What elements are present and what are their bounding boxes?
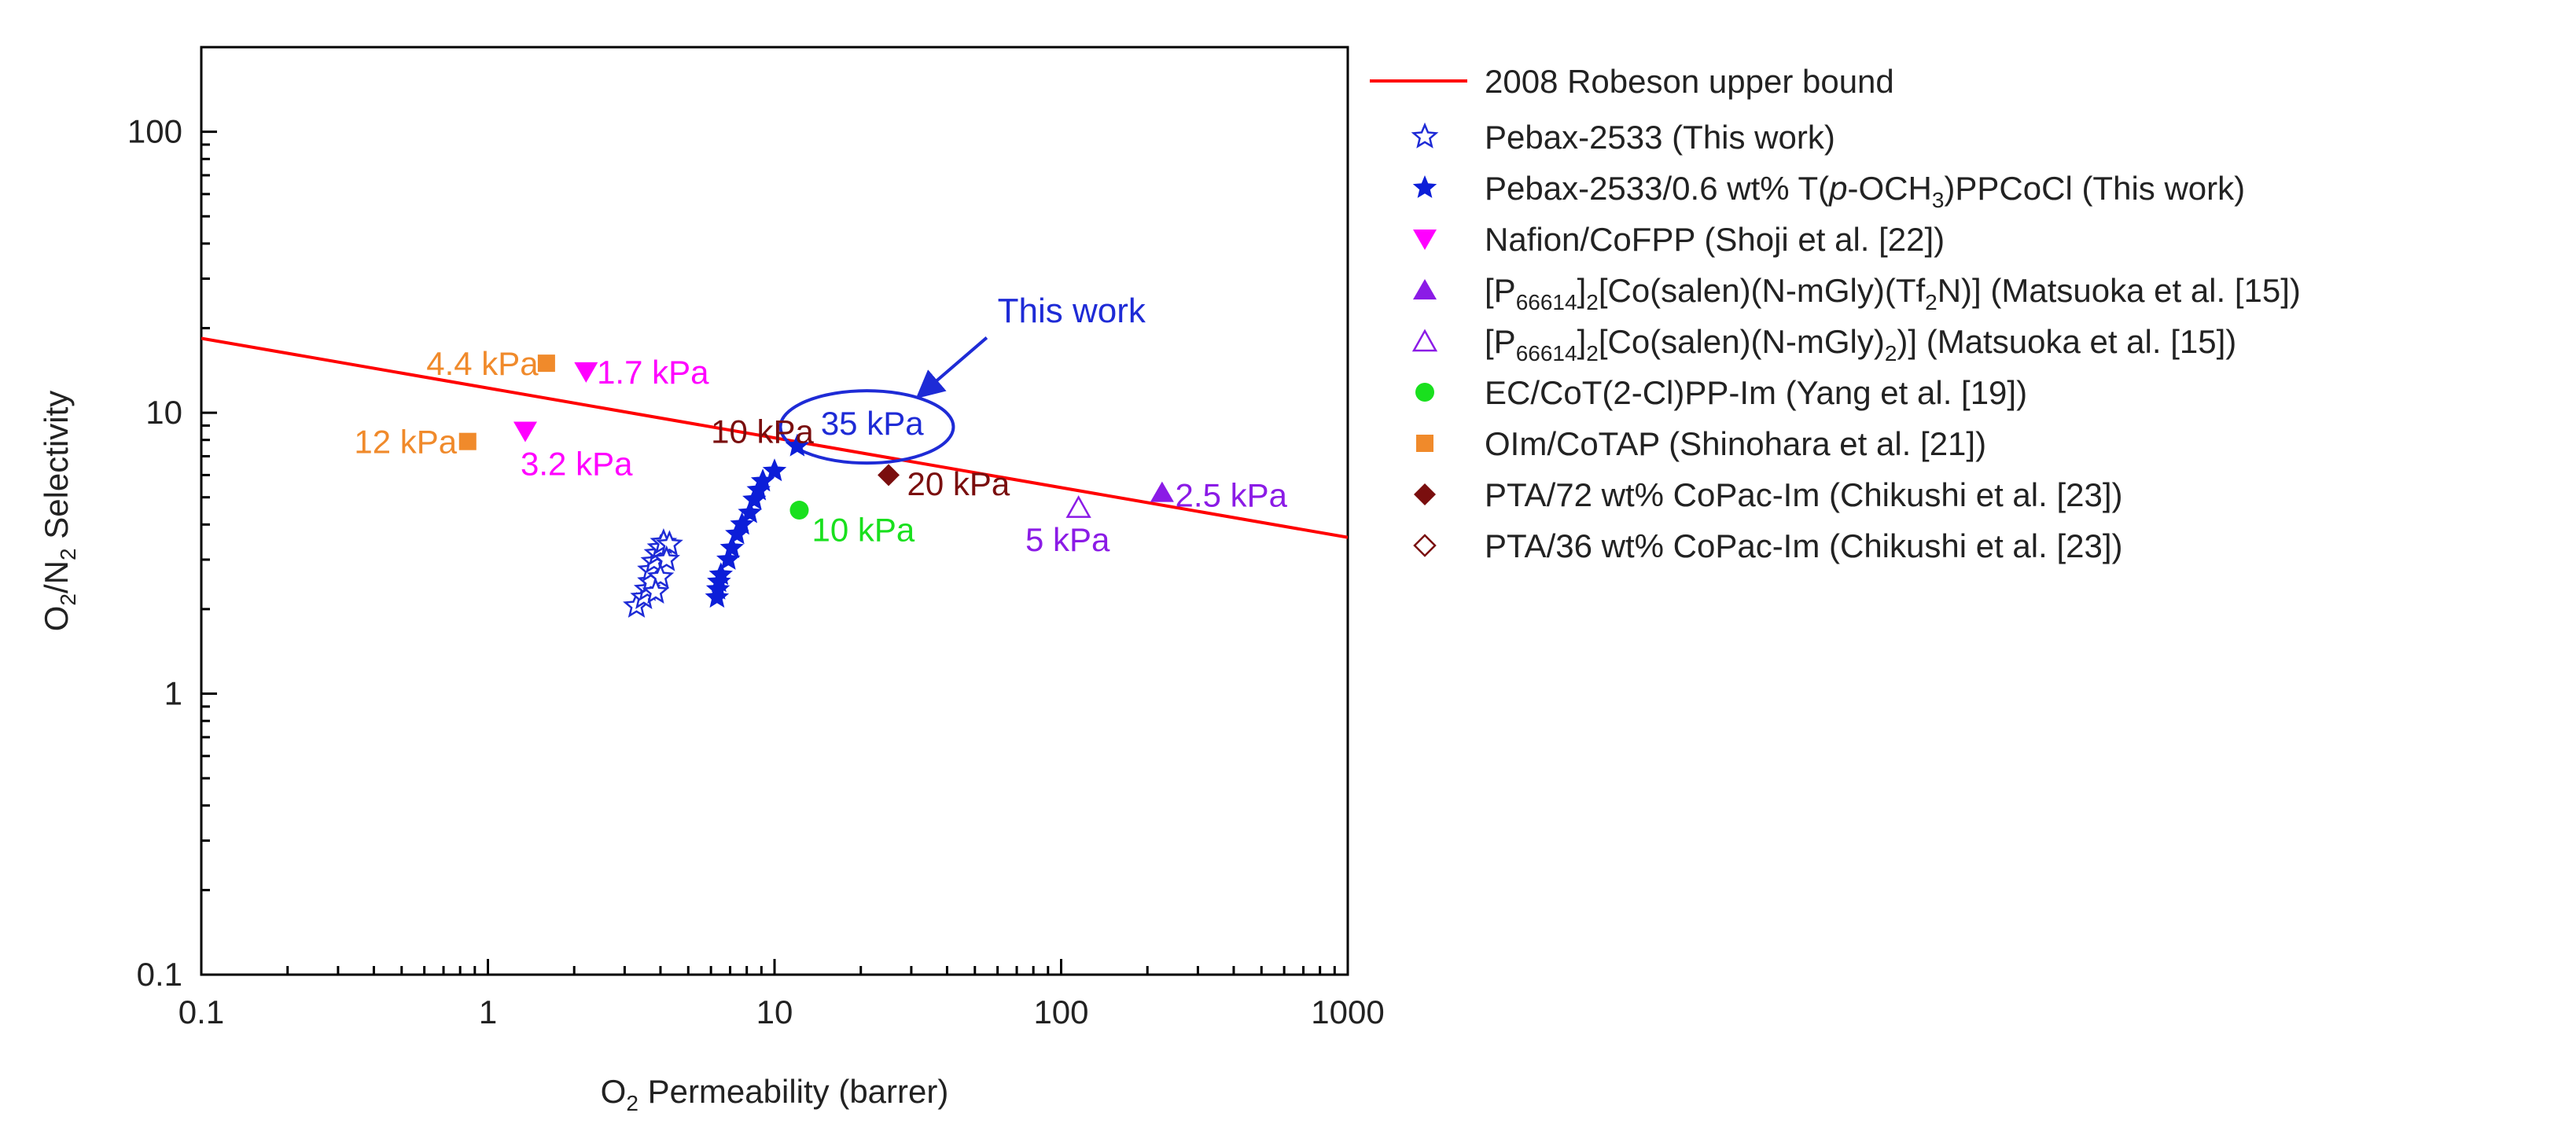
data-annotation: 2.5 kPa	[1176, 477, 1288, 514]
series-0	[623, 528, 683, 618]
legend-item-4: [P66614]2[Co(salen)(N-mGly)2)] (Matsuoka…	[1411, 323, 2236, 365]
legend-marker	[1416, 435, 1433, 452]
data-annotations: 4.4 kPa 1.7 kPa 12 kPa 3.2 kPa 10 kPa 20 kPa 1…	[354, 345, 1287, 558]
legend-label: 2008 Robeson upper bound	[1485, 63, 1894, 100]
legend-marker	[1411, 122, 1439, 149]
legend-item-2: Nafion/CoFPP (Shoji et al. [22])	[1413, 221, 1945, 258]
series-3	[1150, 481, 1174, 502]
series-5	[789, 501, 809, 520]
legend-marker	[1413, 230, 1437, 250]
data-point	[705, 585, 730, 608]
y-axis-label: O2/N2 Selectivity	[38, 391, 80, 632]
y-tick-label: 100	[127, 113, 182, 150]
data-point	[1150, 481, 1174, 502]
data-point	[574, 362, 598, 383]
data-point	[742, 487, 767, 510]
series-7	[878, 464, 900, 487]
legend-item-5: EC/CoT(2-Cl)PP-Im (Yang et al. [19])	[1415, 374, 2027, 411]
data-point	[750, 468, 775, 492]
y-tick-label: 10	[145, 394, 182, 431]
y-tick-labels: 0.1 1 10 100	[127, 113, 182, 993]
y-axis-label-a: O	[38, 606, 75, 632]
data-annotation: 1.7 kPa	[597, 354, 709, 391]
x-tick-label: 0.1	[178, 994, 224, 1030]
y-tick-label: 1	[164, 675, 182, 712]
this-work-label: This work	[998, 292, 1146, 330]
legend-marker	[1412, 175, 1437, 198]
data-annotation: 10 kPa	[711, 413, 814, 450]
x-axis-label-sub: 2	[626, 1091, 638, 1115]
data-point	[653, 545, 680, 571]
data-annotation: 35 kPa	[821, 405, 924, 442]
legend-item-0: Pebax-2533 (This work)	[1411, 119, 1835, 156]
x-tick-label: 100	[1033, 994, 1088, 1030]
data-annotation: 5 kPa	[1025, 521, 1110, 558]
x-tick-label: 10	[756, 994, 793, 1030]
data-point	[719, 535, 744, 559]
data-point	[1065, 495, 1091, 518]
y-axis-label-c: Selectivity	[38, 391, 75, 549]
data-point	[785, 433, 810, 457]
legend-item-1: Pebax-2533/0.6 wt% T(p-OCH3)PPCoCl (This…	[1412, 170, 2245, 212]
legend-label: PTA/36 wt% CoPac-Im (Chikushi et al. [23…	[1485, 527, 2123, 564]
legend-item-7: PTA/72 wt% CoPac-Im (Chikushi et al. [23…	[1414, 476, 2123, 513]
y-axis-label-b-sub: 2	[56, 548, 80, 560]
data-annotation: 3.2 kPa	[521, 446, 633, 483]
this-work-arrow	[915, 336, 988, 399]
series-2	[513, 362, 598, 443]
data-point	[642, 577, 670, 604]
data-point	[513, 421, 538, 443]
data-point	[738, 500, 762, 523]
legend-label: [P66614]2[Co(salen)(N-mGly)(Tf2N)] (Mats…	[1485, 272, 2301, 314]
legend-label: EC/CoT(2-Cl)PP-Im (Yang et al. [19])	[1485, 374, 2027, 411]
legend-label: Pebax-2533/0.6 wt% T(p-OCH3)PPCoCl (This…	[1485, 170, 2245, 212]
data-point	[789, 501, 809, 520]
legend-item-8: PTA/36 wt% CoPac-Im (Chikushi et al. [23…	[1413, 527, 2123, 564]
series-1	[705, 433, 810, 608]
series-6	[458, 354, 555, 450]
upper-bound-line	[201, 336, 1348, 539]
data-annotation: 12 kPa	[354, 424, 457, 461]
data-point	[762, 458, 787, 482]
this-work-ellipse	[778, 389, 955, 465]
data-point	[705, 576, 730, 600]
legend-marker	[1411, 329, 1438, 352]
legend-item-upper-bound: 2008 Robeson upper bound	[1370, 63, 1894, 100]
data-point	[716, 547, 741, 570]
data-point	[878, 464, 900, 487]
data-point	[708, 562, 733, 586]
legend-label: Nafion/CoFPP (Shoji et al. [22])	[1485, 221, 1945, 258]
data-points	[458, 354, 1174, 618]
legend-label: OIm/CoTAP (Shinohara et al. [21])	[1485, 425, 1986, 462]
data-point	[655, 530, 683, 556]
x-axis-label-base: O	[601, 1073, 627, 1110]
x-axis-label: O2 Permeability (barrer)	[601, 1073, 949, 1115]
x-tick-label: 1000	[1311, 994, 1384, 1030]
legend: 2008 Robeson upper bound Pebax-2533 (This…	[1370, 63, 2301, 564]
x-tick-labels: 0.1 1 10 100 1000	[178, 994, 1385, 1030]
data-point	[458, 432, 477, 450]
legend-label: PTA/72 wt% CoPac-Im (Chikushi et al. [23…	[1485, 476, 2123, 513]
legend-marker	[1413, 534, 1437, 557]
data-point	[537, 354, 555, 373]
x-tick-label: 1	[479, 994, 497, 1030]
legend-item-3: [P66614]2[Co(salen)(N-mGly)(Tf2N)] (Mats…	[1413, 272, 2301, 314]
legend-label: [P66614]2[Co(salen)(N-mGly)2)] (Matsuoka…	[1485, 323, 2236, 365]
data-annotation: 4.4 kPa	[426, 345, 539, 382]
y-axis-label-a-sub: 2	[56, 593, 80, 606]
series-4	[1065, 495, 1091, 518]
legend-marker	[1414, 483, 1436, 505]
legend-marker	[1415, 383, 1434, 402]
legend-item-6: OIm/CoTAP (Shinohara et al. [21])	[1416, 425, 1986, 462]
data-annotation: 20 kPa	[907, 465, 1010, 502]
legend-marker	[1413, 279, 1437, 299]
data-annotation: 10 kPa	[812, 511, 915, 548]
legend-label: Pebax-2533 (This work)	[1485, 119, 1835, 156]
y-axis-label-b: /N	[38, 560, 75, 593]
data-point	[730, 512, 754, 535]
x-axis-label-rest: Permeability (barrer)	[638, 1073, 948, 1110]
axes-ticks	[200, 46, 1349, 976]
y-tick-label: 0.1	[137, 956, 182, 993]
